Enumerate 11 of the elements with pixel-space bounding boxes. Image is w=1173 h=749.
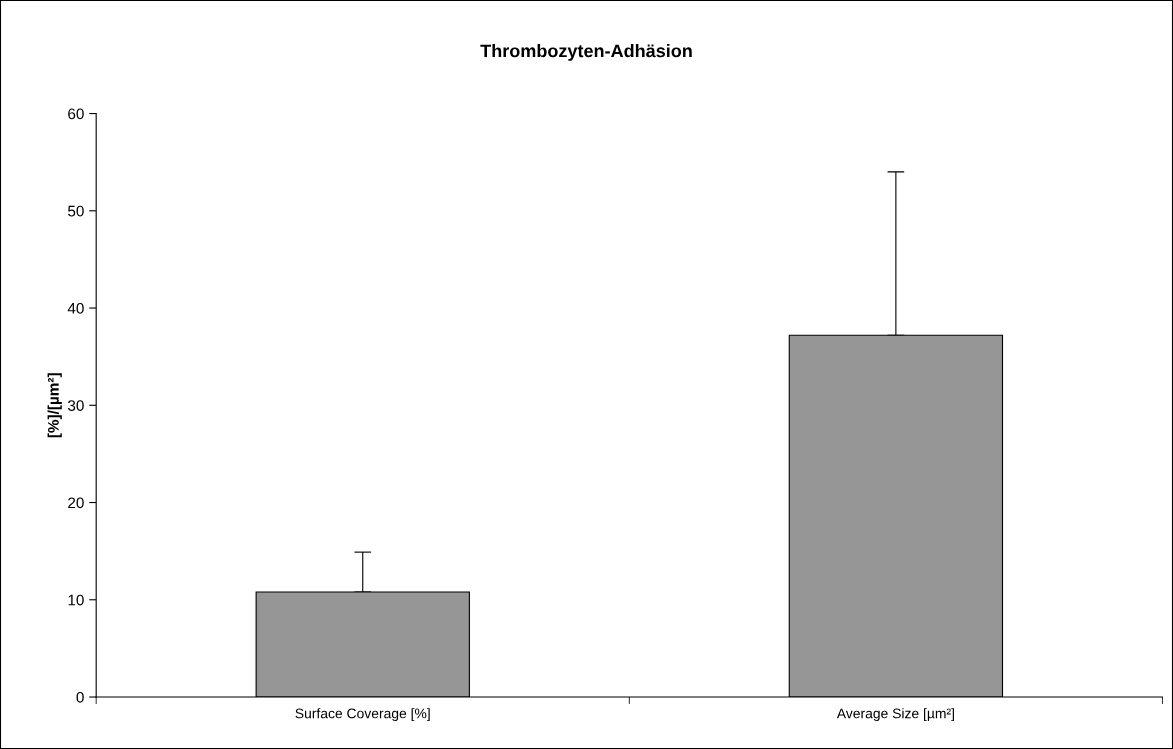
y-axis-title: [%]/[µm²] [47,373,62,438]
y-tick-label: 60 [68,108,84,120]
chart-title: Thrombozyten-Adhäsion [480,44,692,61]
x-tick-label: Average Size [µm²] [836,708,954,722]
y-tick-label: 30 [67,400,84,411]
y-tick-label: 10 [68,594,84,606]
y-tick-label: 0 [76,691,84,703]
y-tick-label: 20 [68,497,84,509]
y-tick-label: 50 [68,205,84,217]
y-tick-label: 40 [67,302,84,314]
x-tick-label: Surface Coverage [%] [295,708,430,722]
